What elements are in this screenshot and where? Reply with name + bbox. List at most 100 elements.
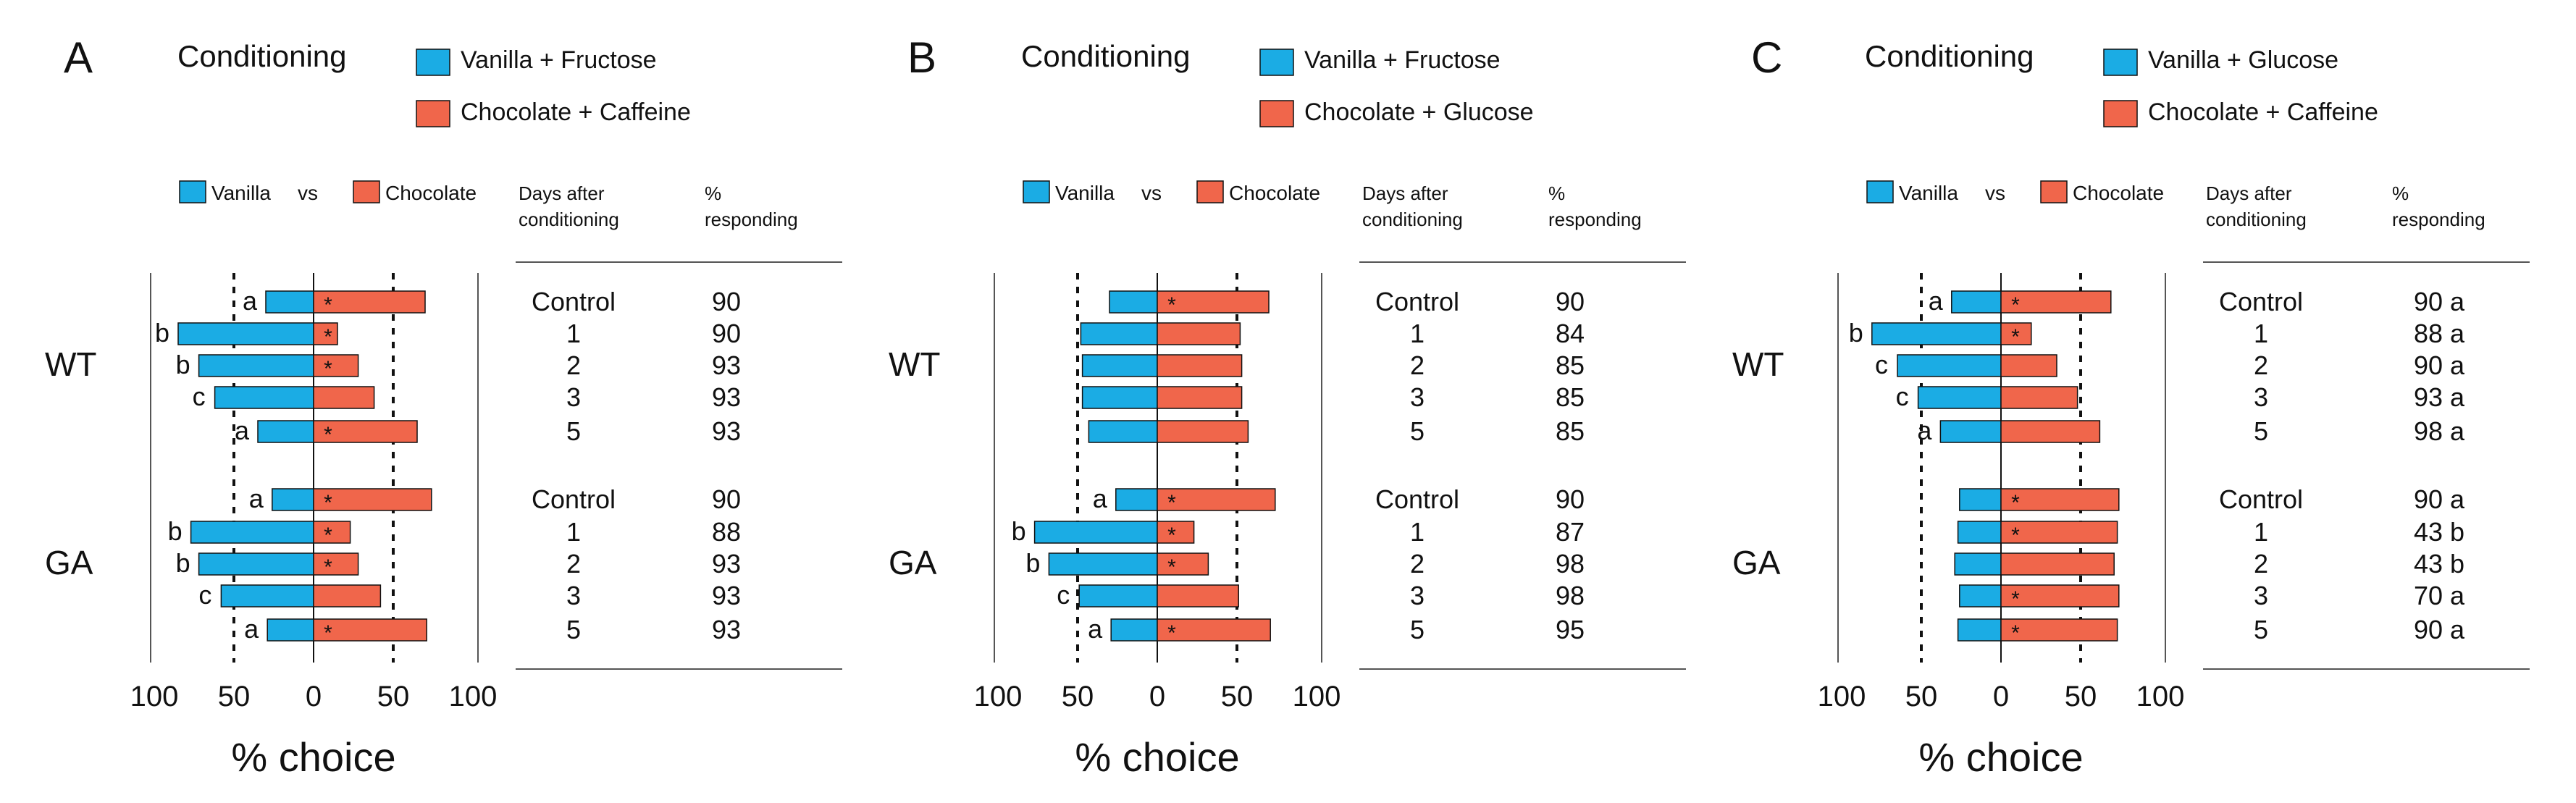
- table-day: 5: [2254, 416, 2268, 446]
- group-label-wt: WT: [45, 345, 97, 383]
- group-letter: c: [1875, 350, 1888, 379]
- x-tick-label: 50: [1062, 681, 1094, 712]
- compare-label-vanilla: Vanilla: [1055, 182, 1115, 204]
- group-letter: b: [1849, 318, 1863, 348]
- legend-swatch-vanilla: [1259, 49, 1294, 76]
- legend-conditioning-chocolate: Chocolate + Caffeine: [461, 98, 691, 126]
- significance-star: *: [324, 621, 332, 645]
- legend-conditioning-chocolate: Chocolate + Glucose: [1304, 98, 1534, 126]
- compare-label-vs: vs: [1985, 182, 2005, 204]
- x-tick-label: 50: [1905, 681, 1938, 712]
- header-days-line2: conditioning: [519, 209, 619, 230]
- significance-star: *: [1167, 621, 1176, 645]
- table-pct: 93: [712, 350, 741, 380]
- bar-chocolate: [313, 354, 359, 377]
- legend-swatch-vanilla: [2103, 49, 2138, 76]
- x-tick-label: 50: [1221, 681, 1254, 712]
- legend-conditioning-vanilla: Vanilla + Glucose: [2148, 46, 2338, 74]
- compare-label-vanilla: Vanilla: [211, 182, 271, 204]
- bar-chocolate: [1157, 290, 1270, 314]
- bar-vanilla: [1959, 488, 2002, 511]
- bar-vanilla: [198, 354, 314, 377]
- table-pct: 98: [1556, 581, 1585, 610]
- significance-star: *: [2011, 587, 2020, 611]
- bar-chocolate: [2000, 618, 2118, 642]
- group-label-wt: WT: [889, 345, 941, 383]
- group-letter: b: [176, 350, 190, 379]
- table-day: Control: [2219, 287, 2303, 316]
- panel-letter: B: [907, 33, 936, 82]
- table-pct: 85: [1556, 416, 1585, 446]
- group-letter: a: [1088, 614, 1103, 644]
- significance-star: *: [2011, 491, 2020, 515]
- significance-star: *: [324, 555, 332, 579]
- table-pct: 93: [712, 615, 741, 644]
- bar-chocolate: [1157, 552, 1209, 576]
- compare-swatch-vanilla: [179, 180, 206, 203]
- bar-vanilla: [1939, 420, 2002, 443]
- legend-swatch-chocolate: [1259, 100, 1294, 127]
- bar-chocolate: [2000, 386, 2078, 409]
- table-pct: 88 a: [2414, 319, 2465, 348]
- bar-vanilla: [1871, 322, 2002, 345]
- table-day: Control: [532, 287, 616, 316]
- table-pct: 90 a: [2414, 287, 2465, 316]
- header-days-line1: Days after: [1362, 182, 1448, 204]
- table-day: 3: [566, 382, 581, 412]
- group-letter: b: [176, 548, 190, 578]
- group-letter: a: [1093, 484, 1108, 513]
- header-days-line1: Days after: [519, 182, 605, 204]
- table-day: 3: [2254, 382, 2268, 412]
- significance-star: *: [324, 423, 332, 447]
- table-day: 1: [1410, 319, 1425, 348]
- bar-vanilla: [265, 290, 314, 314]
- bar-vanilla: [214, 386, 314, 409]
- table-day: Control: [1375, 484, 1459, 514]
- significance-star: *: [1167, 491, 1176, 515]
- bar-chocolate: [313, 290, 426, 314]
- table-day: 3: [1410, 382, 1425, 412]
- compare-label-chocolate: Chocolate: [385, 182, 477, 204]
- bar-vanilla: [257, 420, 314, 443]
- table-pct: 93: [712, 549, 741, 579]
- group-letter: a: [235, 416, 250, 445]
- table-pct: 90 a: [2414, 350, 2465, 380]
- group-letter: b: [1025, 548, 1040, 578]
- table-day: Control: [2219, 484, 2303, 514]
- compare-label-chocolate: Chocolate: [1229, 182, 1320, 204]
- bar-vanilla: [1957, 521, 2002, 544]
- bar-vanilla: [1957, 618, 2002, 642]
- header-pct-line1: %: [1548, 182, 1565, 204]
- x-tick-label: 100: [449, 681, 498, 712]
- bar-chocolate: [2000, 521, 2118, 544]
- table-day: 2: [566, 549, 581, 579]
- bar-vanilla: [1078, 584, 1158, 607]
- bar-chocolate: [1157, 322, 1241, 345]
- table-day: 5: [566, 615, 581, 644]
- significance-star: *: [2011, 293, 2020, 317]
- group-letter: c: [1057, 580, 1070, 610]
- x-tick-label: 100: [974, 681, 1023, 712]
- significance-star: *: [1167, 555, 1176, 579]
- bar-chocolate: [2000, 488, 2120, 511]
- table-pct: 84: [1556, 319, 1585, 348]
- bar-vanilla: [1954, 552, 2002, 576]
- bar-chocolate: [2000, 420, 2101, 443]
- bar-chocolate: [1157, 584, 1239, 607]
- significance-star: *: [1167, 524, 1176, 547]
- x-tick-label: 50: [2065, 681, 2097, 712]
- bar-vanilla: [1115, 488, 1158, 511]
- group-letter: c: [193, 382, 206, 411]
- conditioning-title: Conditioning: [1021, 39, 1191, 73]
- table-day: 2: [2254, 549, 2268, 579]
- header-days-line2: conditioning: [2206, 209, 2307, 230]
- conditioning-title: Conditioning: [177, 39, 347, 73]
- bar-vanilla: [1897, 354, 2002, 377]
- legend-conditioning-vanilla: Vanilla + Fructose: [461, 46, 657, 74]
- table-day: 5: [1410, 615, 1425, 644]
- significance-star: *: [2011, 621, 2020, 645]
- bar-chocolate: [313, 420, 418, 443]
- bar-vanilla: [1088, 420, 1158, 443]
- table-pct: 93: [712, 581, 741, 610]
- table-day: 1: [566, 319, 581, 348]
